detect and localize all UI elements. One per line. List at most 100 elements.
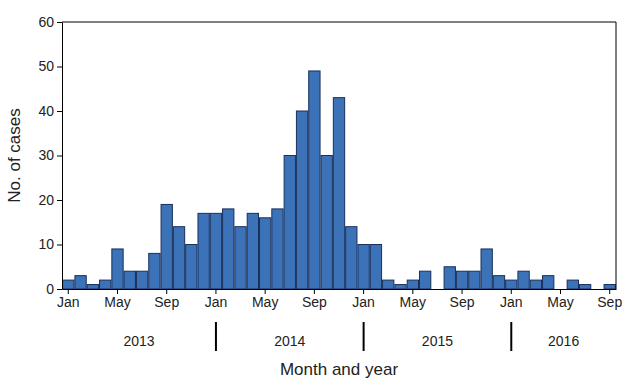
bar <box>407 280 418 289</box>
tick-label: 50 <box>38 58 54 74</box>
tick: May <box>400 289 426 310</box>
year-groups: 2013 2014 2015 2016 <box>123 322 579 351</box>
tick-label: 40 <box>38 103 54 119</box>
bar <box>530 280 541 289</box>
group-separator <box>363 322 365 351</box>
bar <box>432 289 443 290</box>
tick-label: Sep <box>154 294 179 310</box>
tick-mark <box>57 22 62 23</box>
bar <box>567 280 578 289</box>
x-axis-title: Month and year <box>280 360 398 379</box>
tick-label: May <box>400 294 426 310</box>
tick: 30 <box>38 147 62 163</box>
bar <box>383 280 394 289</box>
group-label: 2013 <box>123 333 154 349</box>
y-axis: 0 10 20 30 40 50 60 <box>38 14 62 297</box>
tick-mark <box>57 245 62 246</box>
bar <box>456 271 467 289</box>
bar <box>321 156 332 290</box>
tick-label: Jan <box>205 294 228 310</box>
axis-line <box>63 289 617 290</box>
tick: Jan <box>57 289 80 310</box>
group-label: 2016 <box>548 333 579 349</box>
tick-label: Sep <box>302 294 327 310</box>
tick-mark <box>57 67 62 68</box>
bar <box>493 276 504 289</box>
bar <box>173 227 184 289</box>
bar <box>100 280 111 289</box>
bar <box>186 245 197 290</box>
tick: Sep <box>450 289 475 310</box>
bar <box>235 227 246 289</box>
group-label: 2014 <box>274 333 305 349</box>
bar <box>161 204 172 289</box>
tick-label: 20 <box>38 192 54 208</box>
tick: Sep <box>154 289 179 310</box>
bar <box>543 276 554 289</box>
bar <box>309 71 320 289</box>
tick-mark <box>57 156 62 157</box>
tick: 40 <box>38 103 62 119</box>
tick: May <box>252 289 278 310</box>
tick-label: May <box>547 294 573 310</box>
bar <box>223 209 234 289</box>
tick: May <box>547 289 573 310</box>
axis-line <box>62 23 63 290</box>
bar <box>272 209 283 289</box>
bar <box>284 156 295 290</box>
tick: 60 <box>38 14 62 30</box>
tick-mark <box>57 111 62 112</box>
bar <box>124 271 135 289</box>
bar <box>395 285 406 289</box>
bar <box>247 213 258 289</box>
bar <box>604 285 615 289</box>
bar <box>198 213 209 289</box>
tick-label: May <box>252 294 278 310</box>
tick-label: Sep <box>450 294 475 310</box>
bar <box>260 218 271 289</box>
tick: Jan <box>352 289 375 310</box>
bar <box>592 289 603 290</box>
bar <box>149 253 160 289</box>
tick: 50 <box>38 58 62 74</box>
tick: Jan <box>205 289 228 310</box>
bars <box>63 71 616 289</box>
frame-line <box>62 22 616 23</box>
bar <box>579 285 590 289</box>
tick-label: 10 <box>38 236 54 252</box>
group-separator <box>215 322 217 351</box>
tick: 10 <box>38 236 62 252</box>
bar <box>419 271 430 289</box>
chart: 0 10 20 30 40 50 60 Jan May Sep Jan May Sep Jan May Sep… <box>0 0 636 392</box>
bar <box>112 249 123 289</box>
tick-label: May <box>104 294 130 310</box>
bar <box>333 98 344 289</box>
bar <box>87 285 98 289</box>
group-label: 2015 <box>422 333 453 349</box>
bar <box>296 111 307 289</box>
tick-label: Jan <box>57 294 80 310</box>
bar <box>370 245 381 290</box>
tick-label: 0 <box>46 281 54 297</box>
bar <box>210 213 221 289</box>
bar <box>481 249 492 289</box>
bar <box>346 227 357 289</box>
y-axis-title: No. of cases <box>5 108 24 203</box>
bar <box>469 271 480 289</box>
group-separator <box>510 322 512 351</box>
bar <box>75 276 86 289</box>
tick-label: Jan <box>500 294 523 310</box>
bar <box>63 280 74 289</box>
bar <box>518 271 529 289</box>
bar <box>136 271 147 289</box>
tick: 20 <box>38 192 62 208</box>
bar <box>555 289 566 290</box>
tick: Sep <box>597 289 622 310</box>
bar <box>506 280 517 289</box>
tick-label: 60 <box>38 14 54 30</box>
bar <box>358 245 369 290</box>
bar <box>444 267 455 289</box>
tick: May <box>104 289 130 310</box>
tick: Jan <box>500 289 523 310</box>
tick-label: Jan <box>352 294 375 310</box>
